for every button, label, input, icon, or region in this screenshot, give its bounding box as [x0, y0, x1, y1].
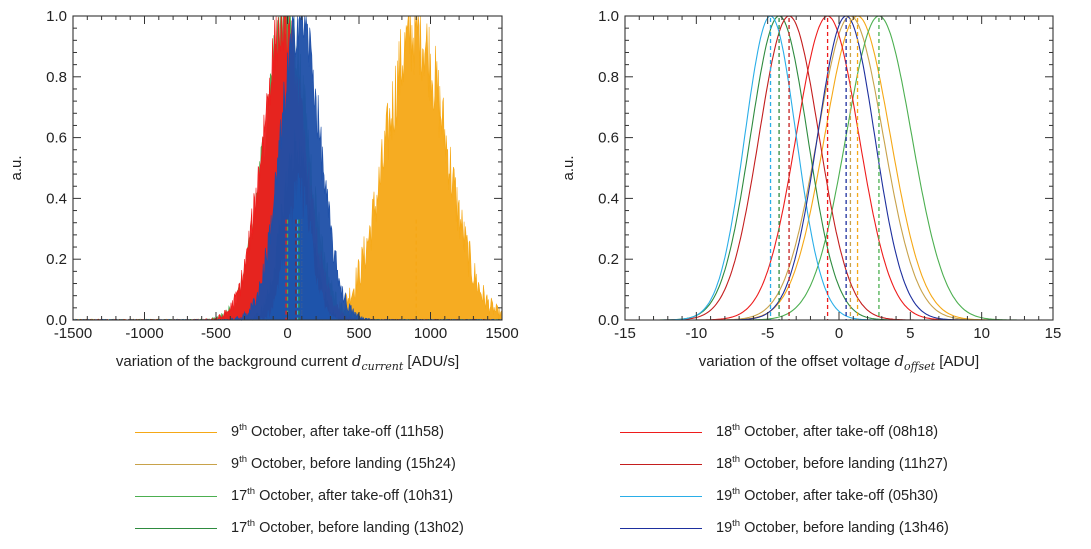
x-tick-label: 15	[1045, 325, 1062, 342]
legend-label: 9th October, after take-off (11h58)	[231, 422, 444, 440]
series-line-1	[625, 15, 1053, 321]
x-axis-label: variation of the offset voltage doffset …	[699, 352, 979, 373]
legend-label: 17th October, after take-off (10h31)	[231, 486, 454, 504]
x-tick-label: 10	[973, 325, 990, 342]
x-tick-label: 0	[283, 325, 291, 342]
legend-item: 17th October, after take-off (10h31)	[135, 484, 453, 508]
legend-swatch	[135, 495, 217, 497]
x-tick-label: 0	[835, 325, 843, 342]
x-tick-label: 5	[906, 325, 914, 342]
x-tick-label: -5	[761, 325, 774, 342]
x-axis-label: variation of the background current dcur…	[116, 352, 459, 373]
y-tick-label: 0.2	[46, 251, 67, 268]
legend-label: 19th October, before landing (13h46)	[716, 518, 949, 536]
x-tick-label: -1500	[54, 325, 92, 342]
y-tick-label: 0.2	[598, 251, 619, 268]
y-tick-label: 0.0	[46, 312, 67, 329]
legend-label: 19th October, after take-off (05h30)	[716, 486, 939, 504]
legend-swatch	[620, 431, 702, 433]
x-tick-label: -10	[685, 325, 707, 342]
y-tick-label: 0.6	[46, 130, 67, 147]
legend-item: 9th October, after take-off (11h58)	[135, 420, 444, 444]
y-axis-label: a.u.	[560, 155, 577, 180]
y-tick-label: 0.8	[46, 69, 67, 86]
legend-item: 19th October, before landing (13h46)	[620, 516, 949, 540]
legend-label: 18th October, after take-off (08h18)	[716, 422, 939, 440]
y-tick-label: 0.6	[598, 130, 619, 147]
x-tick-label: 1000	[414, 325, 447, 342]
legend-swatch	[620, 527, 702, 529]
x-tick-label: -1000	[125, 325, 163, 342]
legend-item: 9th October, before landing (15h24)	[135, 452, 456, 476]
legend-label: 9th October, before landing (15h24)	[231, 454, 456, 472]
x-tick-label: 1500	[485, 325, 518, 342]
legend-item: 18th October, after take-off (08h18)	[620, 420, 938, 444]
legend-item: 17th October, before landing (13h02)	[135, 516, 464, 540]
chart-panel-2: -15 -10 -5 0 5 10 15 0.0 0.2 0.4 0.6 0.8 1.0 a.u. vari…	[560, 8, 1061, 373]
legend-label: 18th October, before landing (11h27)	[716, 454, 948, 472]
legend-label: 17th October, before landing (13h02)	[231, 518, 464, 536]
chart-panel-1: -1500 -1000 -500 0 500 1000 1500 0.0 0.2 0.4 0.6 0.…	[8, 8, 519, 373]
legend-swatch	[135, 463, 217, 465]
legend-swatch	[135, 431, 217, 433]
legend-swatch	[135, 527, 217, 529]
legend-swatch	[620, 495, 702, 497]
x-tick-label: -15	[614, 325, 636, 342]
legend-swatch	[620, 463, 702, 465]
x-tick-label: -500	[201, 325, 231, 342]
legend-item: 19th October, after take-off (05h30)	[620, 484, 938, 508]
y-tick-label: 0.4	[598, 190, 619, 207]
y-tick-label: 0.8	[598, 69, 619, 86]
y-tick-label: 1.0	[46, 8, 67, 25]
legend: 9th October, after take-off (11h58) 9th O…	[0, 420, 1091, 549]
y-tick-label: 1.0	[598, 8, 619, 25]
legend-item: 18th October, before landing (11h27)	[620, 452, 948, 476]
y-axis-label: a.u.	[8, 155, 25, 180]
y-tick-label: 0.0	[598, 312, 619, 329]
x-tick-label: 500	[346, 325, 371, 342]
y-tick-label: 0.4	[46, 190, 67, 207]
